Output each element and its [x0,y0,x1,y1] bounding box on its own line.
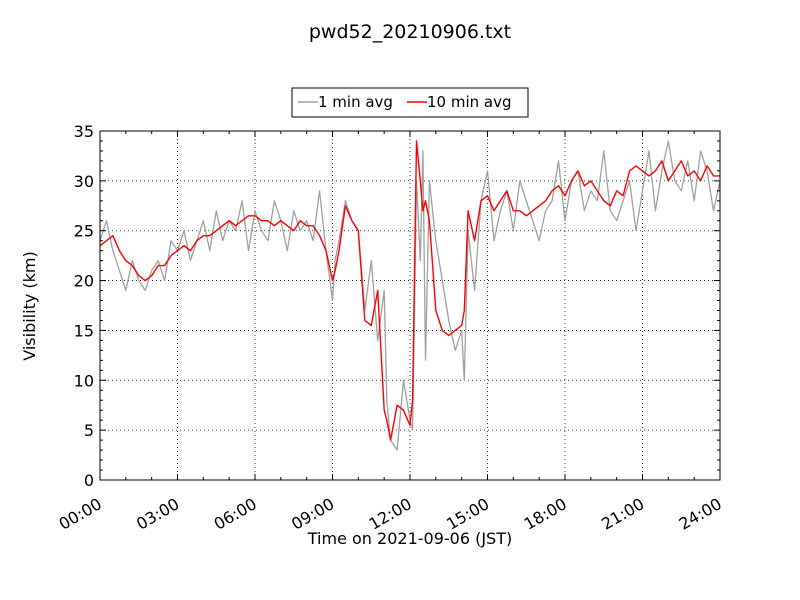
y-tick-label: 35 [74,122,94,141]
y-tick-label: 5 [84,421,94,440]
series-line-10-min-avg [99,140,720,441]
y-tick-label: 15 [74,321,94,340]
series-line-1-min-avg [99,140,721,451]
x-tick-label: 15:00 [443,494,492,534]
x-tick-label: 24:00 [676,494,725,534]
y-tick-label: 20 [74,272,94,291]
x-tick-label: 00:00 [56,494,105,534]
y-tick-label: 10 [74,371,94,390]
x-tick-label: 18:00 [521,494,570,534]
grid-lines [100,131,720,480]
x-tick-label: 06:00 [211,494,260,534]
x-tick-label: 21:00 [598,494,647,534]
x-tick-label: 12:00 [366,494,415,534]
y-tick-label: 30 [74,172,94,191]
legend-box [291,87,529,118]
y-axis-label: Visibility (km) [20,251,39,360]
axis-ticks: 00:00 03:00 06:00 09:00 12:00 15:00 18:00 21:00… [56,122,725,534]
plot-frame [99,130,721,481]
y-tick-label: 0 [84,471,94,490]
x-tick-label: 03:00 [133,494,182,534]
x-axis-label: Time on 2021-09-06 (JST) [307,529,512,548]
legend-label-10-min-avg: 10 min avg [427,93,512,111]
legend-label-1-min-avg: 1 min avg [318,93,393,111]
x-tick-label: 09:00 [288,494,337,534]
series-layer [99,140,721,451]
chart-title: pwd52_20210906.txt [309,21,511,43]
y-tick-label: 25 [74,222,94,241]
legend: 1 min avg 10 min avg [291,87,529,118]
